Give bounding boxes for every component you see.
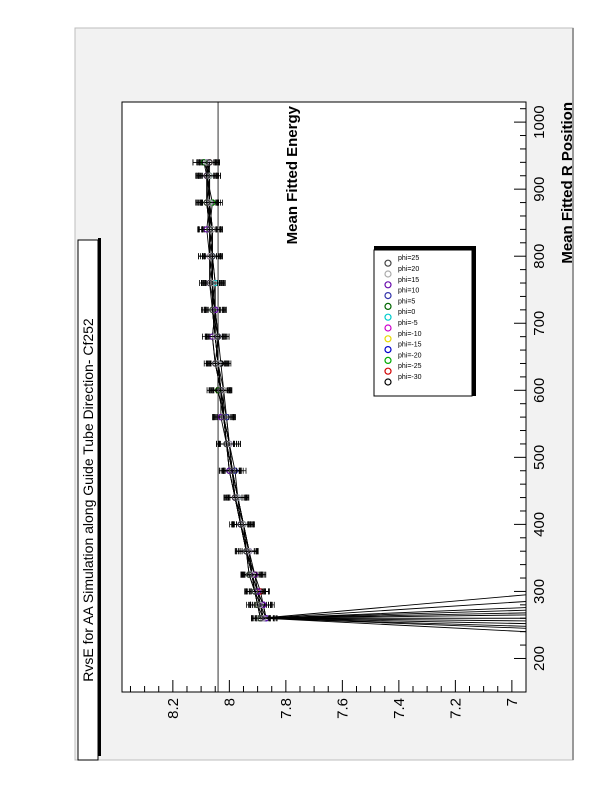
y-tick-label: 7.8: [278, 698, 295, 719]
axis-ticks: 200 300 400 500 600 700 800 900 1000 7 7.2 7.4 7.6 7.…: [129, 105, 548, 719]
x-tick-label: 500: [531, 445, 548, 470]
x-tick-label: 700: [531, 311, 548, 336]
legend-label: phi=5: [398, 298, 415, 305]
x-tick-label: 800: [531, 244, 548, 269]
data-point: [243, 548, 250, 555]
legend-label: phi=-25: [398, 363, 422, 370]
series-phi=25: [197, 159, 527, 622]
legend-marker: [384, 378, 392, 386]
x-tick-label: 400: [531, 512, 548, 537]
legend-label: phi=10: [398, 288, 419, 295]
legend-label: phi=-15: [398, 342, 422, 349]
legend-shadow-top: [472, 246, 476, 396]
plot-frame: [121, 101, 527, 693]
y-tick-label: 8: [221, 698, 238, 706]
x-tick-label: 300: [531, 579, 548, 604]
data-point: [214, 333, 222, 340]
y-axis-label: Mean Fitted Energy: [284, 105, 301, 244]
data-point: [245, 571, 253, 578]
series-group: [192, 159, 527, 633]
data-point: [212, 360, 219, 367]
x-tick-label: 600: [531, 378, 548, 403]
y-tick-label: 7.4: [391, 698, 408, 719]
data-point: [203, 199, 210, 206]
data-point: [237, 521, 244, 528]
legend-marker: [384, 259, 392, 267]
data-point: [206, 226, 213, 233]
legend-marker: [384, 281, 392, 289]
y-tick-label: 7: [504, 698, 521, 706]
legend-marker: [384, 324, 392, 332]
x-tick-label: 1000: [531, 105, 548, 138]
y-tick-label: 7.2: [447, 698, 464, 719]
x-tick-label: 900: [531, 177, 548, 202]
legend-marker: [384, 313, 392, 321]
legend-label: phi=-20: [398, 352, 422, 359]
legend-marker: [384, 335, 392, 343]
y-tick-label: 7.6: [334, 698, 351, 719]
legend-label: phi=-10: [398, 331, 422, 338]
legend-label: phi=0: [398, 309, 415, 316]
legend-marker: [384, 356, 392, 364]
x-tick-label: 200: [531, 646, 548, 671]
data-point: [209, 306, 216, 314]
data-point: [254, 601, 261, 609]
chart-title: RvsE for AA Simulation along Guide Tube …: [80, 318, 96, 682]
title-box: RvsE for AA Simulation along Guide Tube …: [77, 238, 101, 761]
title-shadow: [98, 238, 101, 756]
legend-label: phi=15: [398, 277, 419, 284]
data-point: [220, 413, 227, 421]
data-point: [203, 172, 210, 179]
data-point: [257, 615, 264, 622]
data-point: [231, 494, 239, 501]
legend-shadow-right: [374, 246, 476, 250]
legend-marker: [384, 292, 392, 300]
data-point: [206, 159, 213, 166]
legend-marker: [384, 346, 392, 354]
y-tick-label: 8.2: [165, 698, 182, 719]
legend: phi=-30 phi=-25 phi=-20 phi=-15 phi=-10 phi=-…: [373, 246, 476, 397]
legend-label: phi=20: [398, 266, 419, 273]
data-point: [228, 467, 236, 474]
legend-marker: [384, 270, 392, 278]
data-point: [209, 253, 216, 260]
legend-marker: [384, 302, 392, 310]
rotated-chart: RvsE for AA Simulation along Guide Tube …: [77, 101, 576, 761]
x-axis-label: Mean Fitted R Position: [559, 102, 576, 264]
data-point: [223, 440, 230, 448]
legend-label: phi=-30: [398, 374, 422, 381]
data-point: [217, 387, 225, 394]
legend-label: phi=-5: [398, 320, 418, 327]
data-point: [206, 279, 213, 287]
data-point: [251, 588, 258, 595]
legend-marker: [384, 367, 392, 375]
legend-label: phi=25: [398, 255, 419, 262]
